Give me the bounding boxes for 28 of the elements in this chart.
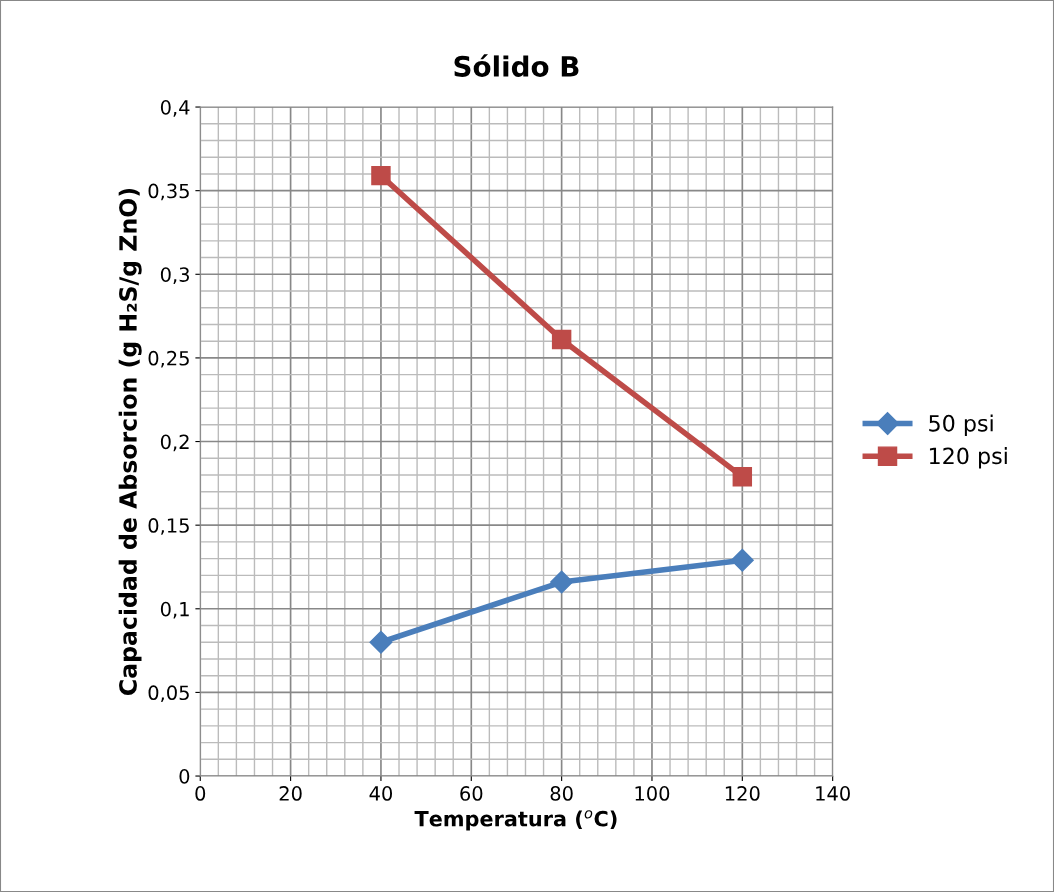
x-tick-label: 40 bbox=[369, 786, 393, 801]
y-tick-label: 0,2 bbox=[160, 434, 189, 452]
x-tick-label: 100 bbox=[635, 786, 670, 801]
chart-title: Sólido B bbox=[454, 54, 579, 77]
point bbox=[371, 165, 391, 186]
y-tick-label: 0,1 bbox=[160, 601, 189, 619]
x-tick-label: 60 bbox=[460, 786, 483, 801]
x-axis-title: Temperatura ($^{o}$C) bbox=[414, 810, 617, 831]
x-tick-label: 20 bbox=[279, 786, 302, 801]
x-tick-label: 140 bbox=[816, 786, 850, 801]
y-tick-label: 0,25 bbox=[148, 350, 189, 368]
y-axis-title: Capacidad de Absorcion (g H₂S/g ZnO) bbox=[118, 188, 142, 695]
legend-label: 50 psi bbox=[929, 414, 993, 436]
y-tick-label: 0,15 bbox=[148, 518, 189, 535]
y-tick-label: 0 bbox=[179, 769, 190, 784]
y-tick-label: 0,4 bbox=[160, 100, 190, 117]
y-tick-label: 0,35 bbox=[148, 183, 189, 201]
legend-label: 120 psi bbox=[929, 447, 1007, 469]
x-tick-label: 0 bbox=[195, 786, 206, 801]
point bbox=[730, 548, 754, 572]
x-tick-label: 120 bbox=[725, 786, 760, 801]
y-tick-label: 0,05 bbox=[148, 685, 189, 703]
x-tick-label: 80 bbox=[550, 786, 573, 801]
point bbox=[550, 570, 574, 594]
point bbox=[551, 329, 572, 350]
y-tick-label: 0,3 bbox=[160, 267, 189, 284]
point bbox=[732, 466, 753, 487]
point bbox=[369, 630, 393, 654]
